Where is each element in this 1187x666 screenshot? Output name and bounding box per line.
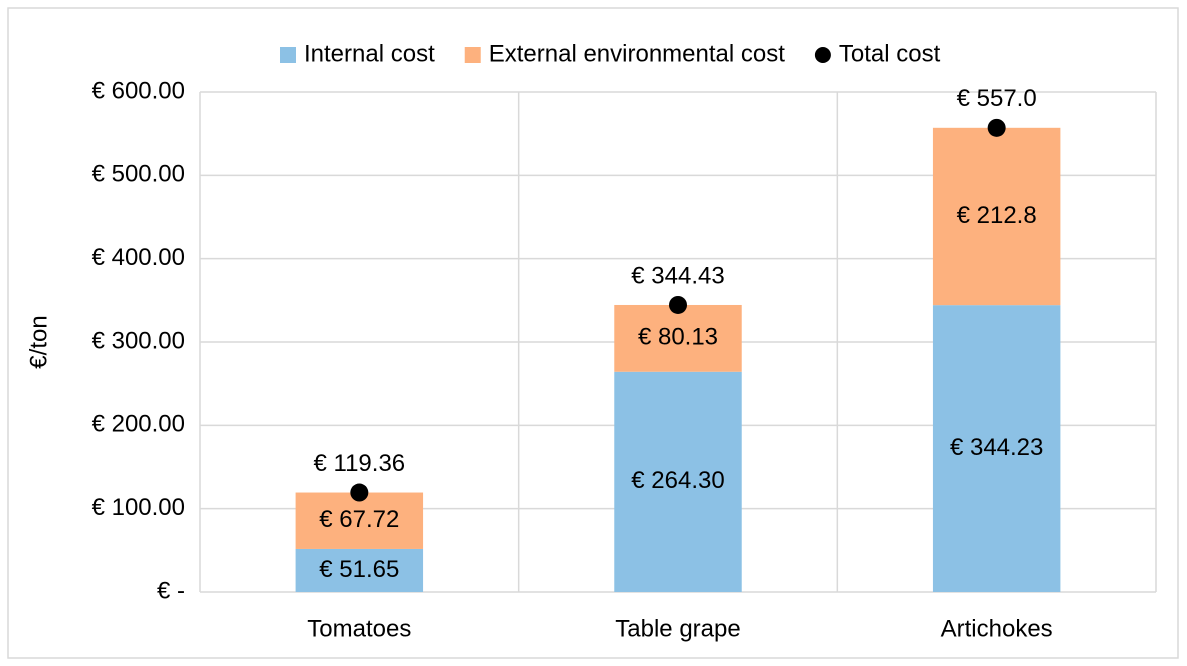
total-dot (350, 483, 369, 502)
legend-label: External environmental cost (489, 40, 785, 67)
x-tick-label: Table grape (615, 615, 740, 642)
bar-segment (295, 492, 424, 549)
total-dot (669, 295, 687, 314)
y-tick-label: € 200.00 (92, 411, 185, 438)
data-label: € 344.23 (950, 434, 1043, 461)
y-tick-label: € 500.00 (92, 161, 185, 188)
legend-label: Internal cost (304, 40, 435, 67)
y-tick-label: € 400.00 (92, 244, 185, 271)
data-label: € 51.65 (319, 556, 399, 583)
data-label: € 119.36 (314, 450, 406, 477)
legend-swatch (280, 47, 296, 63)
y-tick-label: € 100.00 (92, 494, 185, 521)
data-label: € 344.43 (631, 262, 724, 289)
y-tick-label: € - (157, 577, 185, 604)
x-tick-label: Tomatoes (307, 615, 411, 642)
data-label: € 67.72 (319, 506, 399, 533)
data-label: € 80.13 (638, 324, 718, 351)
y-axis-label: €/ton (25, 315, 52, 368)
bar-segment (932, 305, 1061, 592)
legend-label: Total cost (839, 40, 941, 67)
x-tick-label: Artichokes (941, 615, 1053, 642)
y-tick-label: € 300.00 (92, 327, 185, 354)
data-label: € 212.8 (957, 202, 1037, 229)
total-dot (987, 118, 1006, 137)
bar-segment (614, 371, 742, 592)
y-tick-label: € 600.00 (92, 77, 185, 104)
bar-segment (295, 548, 424, 592)
data-label: € 557.0 (957, 85, 1037, 112)
bar-segment (932, 127, 1061, 306)
data-label: € 264.30 (631, 467, 724, 494)
bar-segment (614, 304, 742, 372)
legend-marker (814, 47, 831, 63)
legend-swatch (464, 47, 481, 63)
